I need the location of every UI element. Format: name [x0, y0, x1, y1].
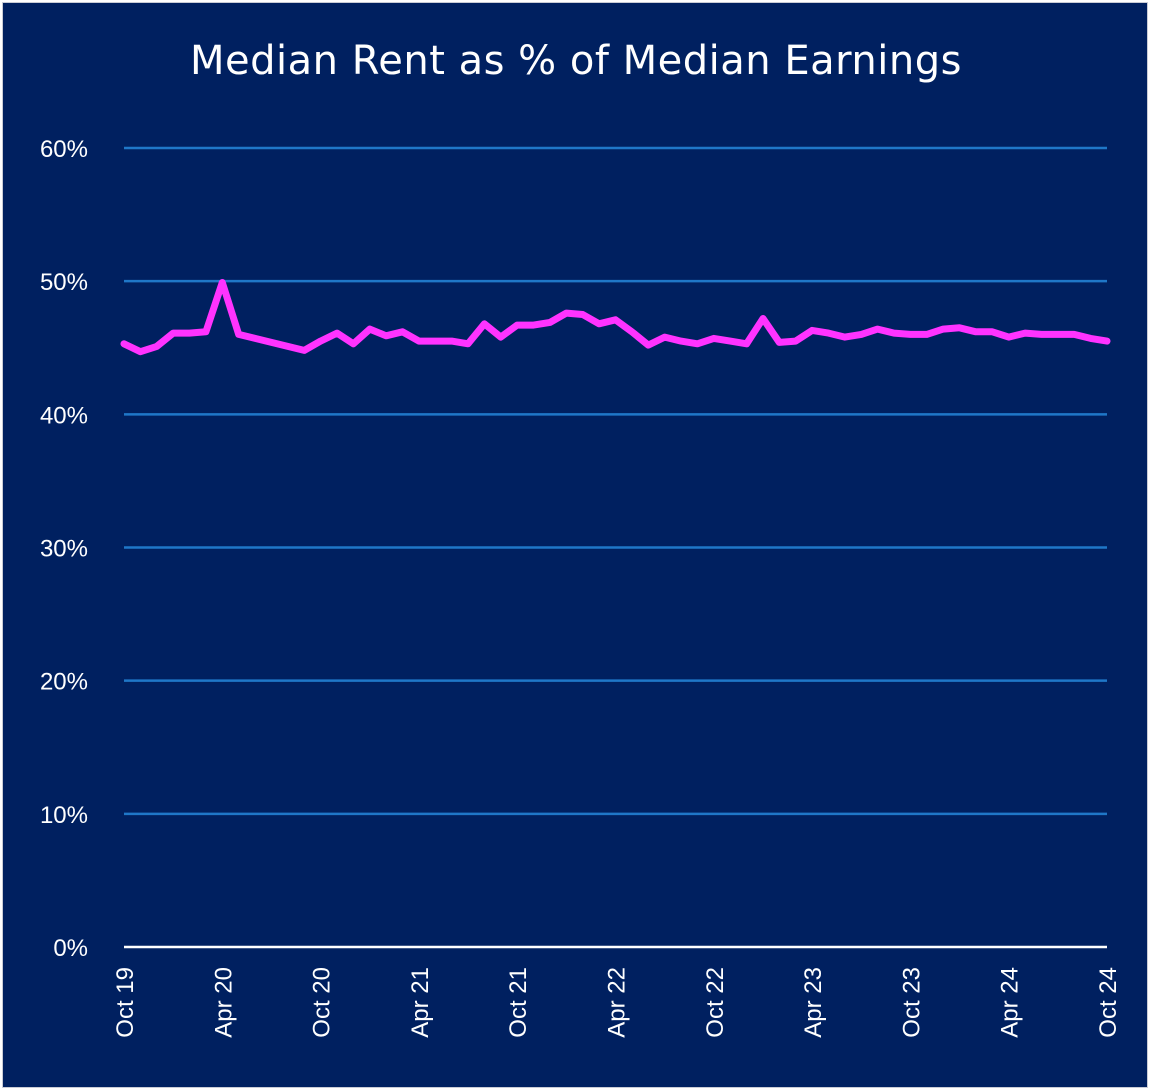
x-tick-label: Apr 20 [210, 967, 237, 1038]
x-tick-label: Apr 22 [604, 967, 631, 1038]
x-tick-label: Oct 24 [1095, 967, 1122, 1038]
y-tick-label: 0% [53, 935, 88, 962]
y-axis-ticks: 0% 10% 20% 30% 40% 50% 60% [40, 136, 88, 962]
x-tick-label: Apr 21 [407, 967, 434, 1038]
x-tick-label: Oct 20 [309, 967, 336, 1038]
x-tick-label: Apr 24 [997, 967, 1024, 1038]
x-tick-label: Oct 22 [702, 967, 729, 1038]
y-tick-label: 60% [40, 136, 88, 163]
y-tick-label: 10% [40, 802, 88, 829]
y-tick-label: 50% [40, 269, 88, 296]
x-tick-label: Oct 21 [505, 967, 532, 1038]
x-tick-label: Oct 23 [898, 967, 925, 1038]
y-tick-label: 20% [40, 669, 88, 696]
chart-title: Median Rent as % of Median Earnings [190, 38, 962, 84]
x-tick-label: Apr 23 [800, 967, 827, 1038]
y-tick-label: 30% [40, 536, 88, 563]
y-tick-label: 40% [40, 402, 88, 429]
x-tick-label: Oct 19 [112, 967, 139, 1038]
x-axis-ticks: Oct 19 Apr 20 Oct 20 Apr 21 Oct 21 Apr 22 Oct … [112, 967, 1122, 1038]
gridlines [124, 146, 1107, 816]
series-line [120, 279, 1111, 356]
